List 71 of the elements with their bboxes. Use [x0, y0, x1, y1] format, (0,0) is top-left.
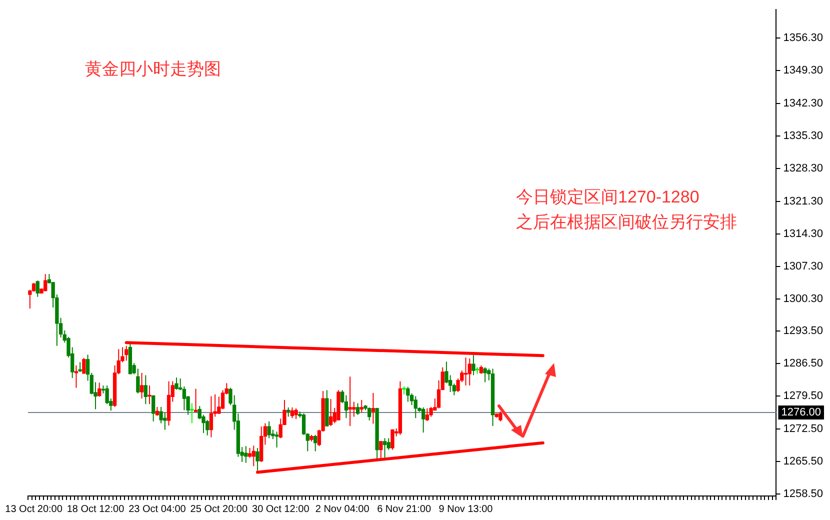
- candlestick: [348, 376, 352, 427]
- candlestick: [174, 377, 178, 390]
- candlestick: [483, 366, 487, 383]
- x-tick-label: 30 Oct 12:00: [252, 504, 310, 515]
- x-tick-label: 18 Oct 12:00: [66, 504, 125, 515]
- candlestick: [124, 345, 128, 362]
- x-tick-label: 25 Oct 20:00: [190, 504, 248, 515]
- candlestick: [429, 406, 433, 418]
- y-tick-label: 1356.30: [783, 32, 824, 44]
- x-tick-label: 13 Oct 20:00: [5, 504, 63, 515]
- x-tick-label: 9 Nov 13:00: [438, 504, 494, 515]
- y-tick-label: 1286.50: [783, 358, 824, 370]
- candlestick: [422, 406, 426, 434]
- candlestick: [98, 382, 102, 398]
- y-tick-label: 1307.30: [783, 260, 824, 273]
- candlestick: [248, 447, 252, 458]
- candlestick: [82, 357, 86, 374]
- text: 黄金四小时走势图: [85, 60, 221, 79]
- annotation: 今日锁定区间1270-1280: [516, 188, 700, 207]
- candlestick: [140, 372, 144, 400]
- candlestick: [314, 434, 318, 452]
- candlestick: [360, 399, 364, 414]
- candlestick: [44, 274, 48, 292]
- candlestick: [206, 419, 210, 436]
- candlestick: [136, 368, 140, 394]
- candlestick: [356, 402, 360, 416]
- y-tick-label: 1335.30: [783, 130, 824, 142]
- candlestick: [414, 396, 418, 419]
- y-tick-label: 1279.50: [783, 390, 824, 402]
- candlestick: [371, 392, 376, 424]
- candlestick: [382, 438, 387, 460]
- y-tick-label: 1265.50: [783, 456, 824, 468]
- candlestick: [256, 447, 260, 472]
- candlestick: [368, 406, 372, 421]
- candlestick: [406, 386, 410, 402]
- candlestick: [352, 401, 356, 418]
- candlestick: [267, 420, 271, 439]
- candlestick: [74, 364, 78, 388]
- y-tick-label: 1314.30: [783, 228, 824, 240]
- candlestick: [217, 396, 221, 414]
- candlestick: [498, 411, 502, 422]
- candlestick: [286, 406, 290, 418]
- candlestick: [294, 408, 298, 420]
- x-tick-label: 2 Nov 04:00: [315, 504, 370, 515]
- y-tick-label: 1258.50: [783, 488, 824, 500]
- y-tick-label: 1328.30: [783, 162, 824, 175]
- candlestick: [78, 362, 82, 372]
- annotation: 之后在根据区间破位另行安排: [516, 212, 737, 232]
- x-tick-label: 6 Nov 21:00: [377, 504, 432, 515]
- candlestick: [209, 396, 214, 438]
- candlestick: [194, 388, 198, 413]
- y-tick-label: 1349.30: [783, 64, 824, 77]
- candlestick: [468, 358, 472, 386]
- y-tick-label: 1300.30: [783, 293, 824, 306]
- ref-line-label: 1276.00: [781, 406, 822, 419]
- candlestick: [144, 374, 148, 405]
- candlestick: [148, 384, 152, 405]
- candlestick: [472, 354, 476, 376]
- candlestick: [36, 280, 40, 298]
- candlestick: [425, 408, 430, 422]
- y-tick-label: 1321.30: [783, 195, 824, 208]
- candlestick: [152, 394, 156, 422]
- candlestick: [290, 406, 294, 419]
- x-tick-label: 23 Oct 04:00: [128, 504, 186, 515]
- y-tick-label: 1272.50: [783, 422, 824, 435]
- candlestick: [252, 445, 256, 467]
- candlestick: [274, 431, 279, 448]
- candlestick: [328, 398, 333, 427]
- candlestick: [390, 428, 394, 450]
- y-tick-label: 1293.50: [783, 324, 824, 337]
- y-tick-label: 1342.30: [783, 97, 824, 110]
